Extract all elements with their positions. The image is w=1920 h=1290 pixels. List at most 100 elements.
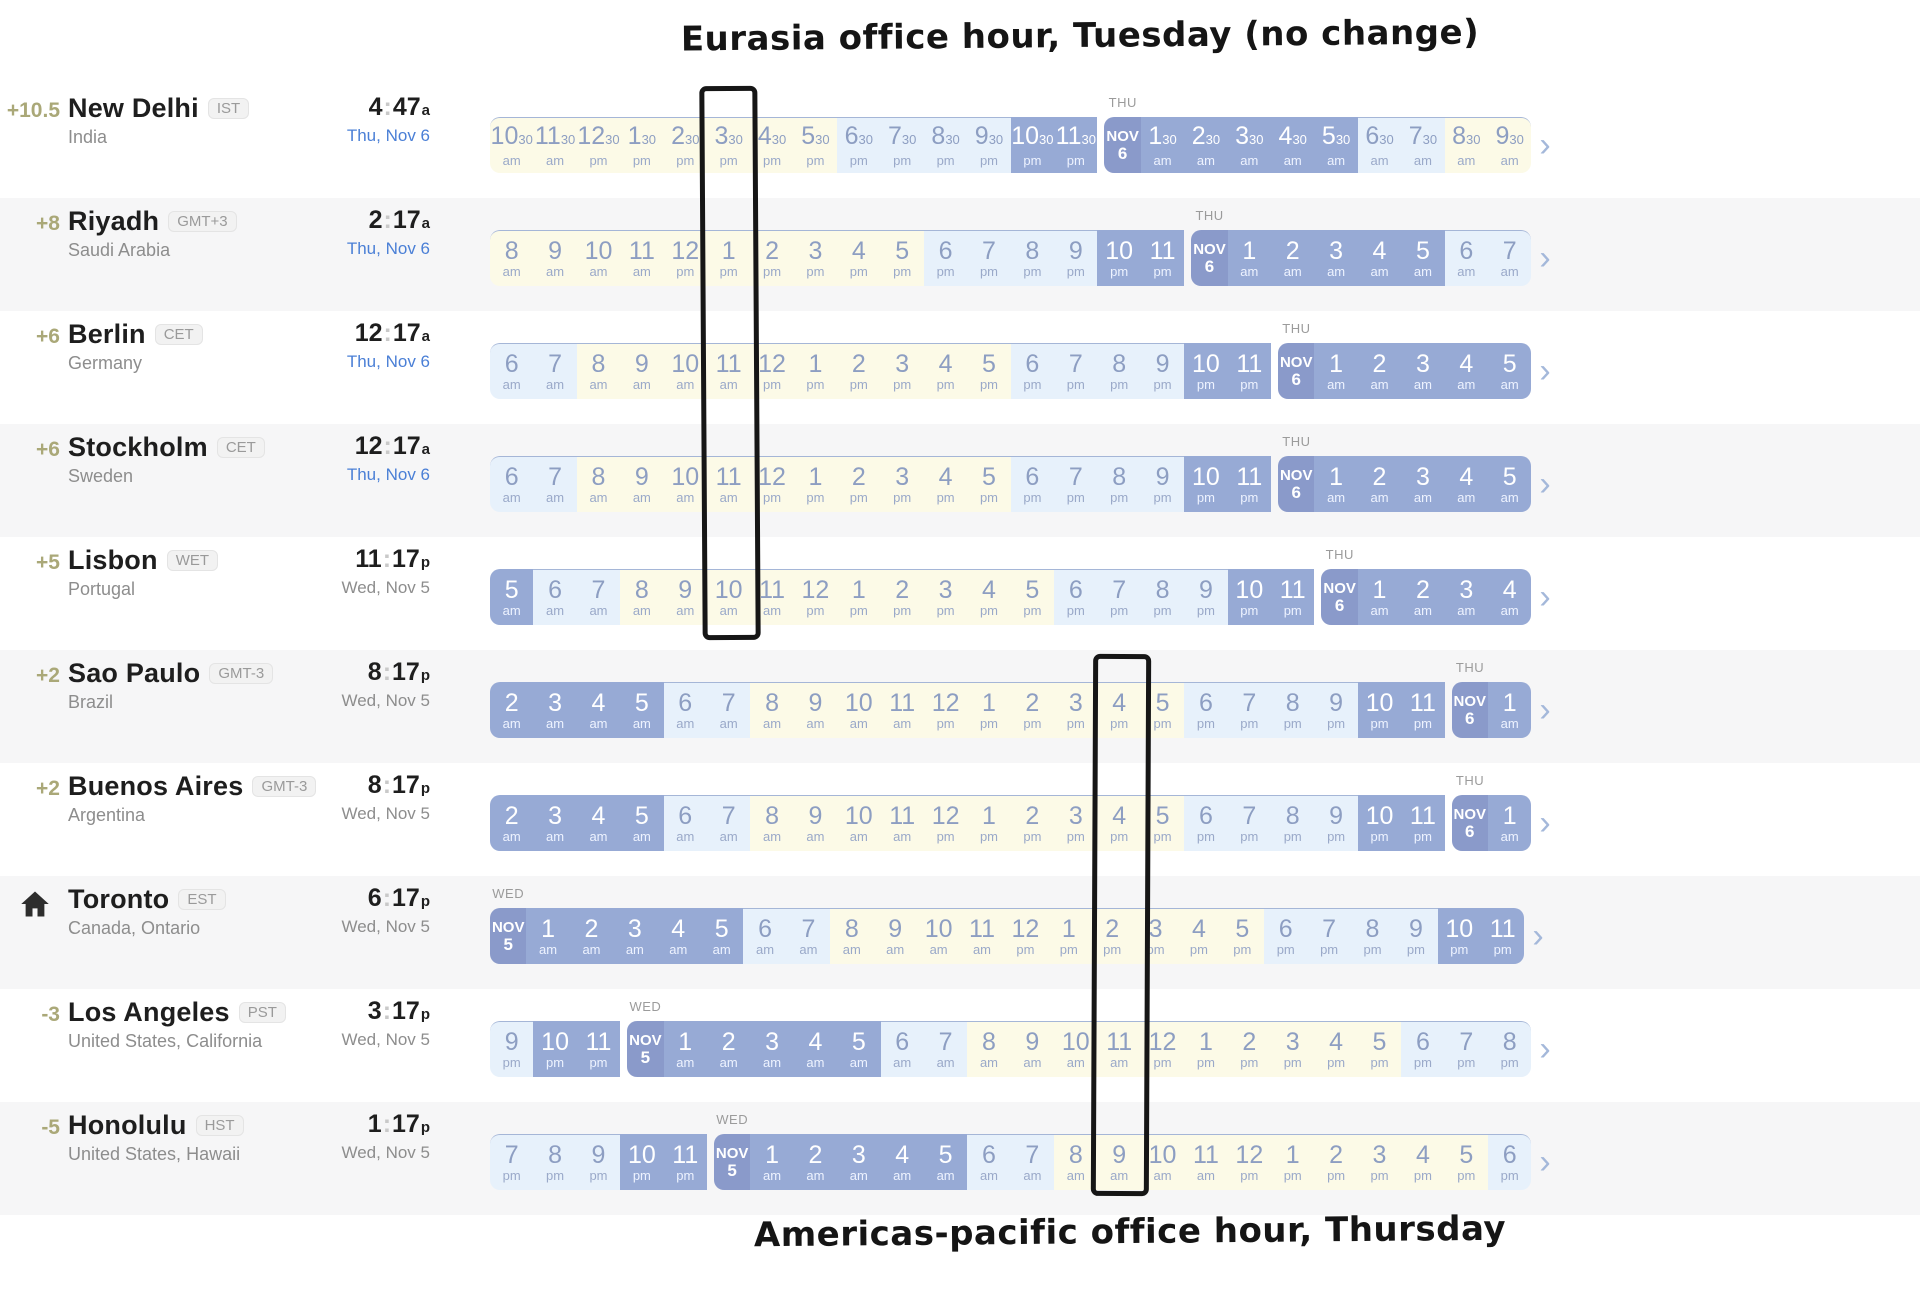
hour-cell[interactable]: 5 am [837, 1021, 881, 1077]
hour-cell[interactable]: 7 am [786, 908, 831, 964]
hour-cell[interactable]: 4 am [1487, 569, 1532, 625]
hour-cell[interactable]: 9 am [793, 795, 838, 851]
hour-cell[interactable]: 7 pm [1307, 908, 1351, 964]
hour-cell[interactable]: 12 pm [1003, 908, 1048, 964]
hour-cell[interactable]: 11 am [1184, 1134, 1228, 1190]
hour-cell[interactable]: 11 am [1097, 1021, 1141, 1077]
hour-cell[interactable]: 8 pm [1271, 682, 1315, 738]
hour-cell[interactable]: 8 pm [1097, 343, 1141, 399]
hour-cell[interactable]: 3 am [533, 682, 577, 738]
hour-cell[interactable]: 7 pm [1227, 682, 1272, 738]
hour-cell[interactable]: 11 am [750, 569, 794, 625]
hour-cell[interactable]: 2 am [1357, 456, 1402, 512]
hour-cell[interactable]: 8 am [576, 343, 621, 399]
hour-cell[interactable]: 4 am [793, 1021, 838, 1077]
hour-cell[interactable]: 3 am [1401, 343, 1445, 399]
hour-cell[interactable]: 1 pm [706, 230, 751, 286]
scroll-right-chevron-icon[interactable]: › [1539, 465, 1551, 503]
hour-cell[interactable]: 6 am [743, 908, 787, 964]
hour-cell[interactable]: 1130 am [533, 117, 577, 173]
scroll-right-chevron-icon[interactable]: › [1539, 239, 1551, 277]
hour-cell[interactable]: 2 am [569, 908, 614, 964]
hour-cell[interactable]: 1 am [1487, 682, 1532, 738]
date-cell[interactable]: NOV 6 [1451, 795, 1488, 851]
hour-cell[interactable]: 8 am [967, 1021, 1011, 1077]
hour-cell[interactable]: 11 am [706, 343, 751, 399]
hour-cell[interactable]: 4 am [1444, 456, 1488, 512]
hour-cell[interactable]: 9 pm [1140, 343, 1185, 399]
hour-cell[interactable]: 5 pm [1140, 682, 1185, 738]
hour-cell[interactable]: 4 am [576, 682, 621, 738]
hour-cell[interactable]: 10 pm [1357, 682, 1402, 738]
hour-cell[interactable]: 1130 pm [1054, 117, 1098, 173]
hour-cell[interactable]: 3 am [613, 908, 657, 964]
hour-cell[interactable]: 5 am [1487, 343, 1532, 399]
hour-cell[interactable]: 8 am [830, 908, 874, 964]
hour-cell[interactable]: 10 am [663, 456, 707, 512]
hour-cell[interactable]: 3 pm [880, 343, 924, 399]
hour-cell[interactable]: 2 pm [1227, 1021, 1272, 1077]
hour-cell[interactable]: 7 am [706, 795, 751, 851]
hour-cell[interactable]: 1030 am [490, 117, 534, 173]
hour-cell[interactable]: 1 pm [967, 795, 1011, 851]
hour-cell[interactable]: 2 pm [1010, 682, 1055, 738]
hour-cell[interactable]: 6 pm [1184, 795, 1228, 851]
hour-cell[interactable]: 8 am [750, 682, 794, 738]
hour-cell[interactable]: 10 am [663, 343, 707, 399]
hour-cell[interactable]: 11 pm [663, 1134, 707, 1190]
hour-cell[interactable]: 1 am [526, 908, 570, 964]
hour-cell[interactable]: 6 pm [1010, 456, 1055, 512]
hour-cell[interactable]: 2 am [706, 1021, 751, 1077]
scroll-right-chevron-icon[interactable]: › [1539, 691, 1551, 729]
hour-cell[interactable]: 7 pm [1054, 343, 1098, 399]
hour-cell[interactable]: 10 pm [1184, 456, 1228, 512]
hour-cell[interactable]: 7 pm [1444, 1021, 1488, 1077]
hour-cell[interactable]: 11 pm [1140, 230, 1185, 286]
hour-cell[interactable]: 10 pm [620, 1134, 664, 1190]
hour-cell[interactable]: 4 pm [923, 456, 968, 512]
date-cell[interactable]: NOV 5 [713, 1134, 751, 1190]
hour-cell[interactable]: 11 am [706, 456, 751, 512]
hour-cell[interactable]: 1 pm [793, 456, 838, 512]
hour-cell[interactable]: 3 pm [880, 456, 924, 512]
hour-cell[interactable]: 6 am [533, 569, 577, 625]
hour-cell[interactable]: 4 pm [1401, 1134, 1445, 1190]
hour-cell[interactable]: 2 pm [837, 343, 881, 399]
hour-cell[interactable]: 6 am [880, 1021, 924, 1077]
hour-cell[interactable]: 6 am [1444, 230, 1488, 286]
hour-cell[interactable]: 9 pm [1394, 908, 1438, 964]
hour-cell[interactable]: 6 am [967, 1134, 1011, 1190]
hour-cell[interactable]: 2 am [490, 795, 534, 851]
hour-cell[interactable]: 930 am [1487, 117, 1532, 173]
hour-cell[interactable]: 1 am [1314, 343, 1358, 399]
scroll-right-chevron-icon[interactable]: › [1539, 1143, 1551, 1181]
hour-cell[interactable]: 12 pm [750, 343, 794, 399]
hour-cell[interactable]: 4 pm [1097, 795, 1141, 851]
date-cell[interactable]: NOV 6 [1321, 569, 1358, 625]
hour-cell[interactable]: 8 am [1054, 1134, 1098, 1190]
hour-cell[interactable]: 5 pm [967, 456, 1011, 512]
hour-cell[interactable]: 7 am [533, 456, 577, 512]
hour-cell[interactable]: 130 am [1140, 117, 1185, 173]
hour-cell[interactable]: 11 pm [1401, 682, 1445, 738]
hour-cell[interactable]: 5 pm [967, 343, 1011, 399]
scroll-right-chevron-icon[interactable]: › [1539, 352, 1551, 390]
hour-cell[interactable]: 2 am [1401, 569, 1445, 625]
hour-cell[interactable]: 4 am [656, 908, 700, 964]
hour-cell[interactable]: 6 am [663, 795, 707, 851]
hour-cell[interactable]: 730 pm [880, 117, 924, 173]
hour-cell[interactable]: 330 am [1227, 117, 1272, 173]
hour-cell[interactable]: 3 pm [1357, 1134, 1402, 1190]
hour-cell[interactable]: 4 pm [1177, 908, 1221, 964]
hour-cell[interactable]: 930 pm [967, 117, 1011, 173]
hour-cell[interactable]: 3 pm [1271, 1021, 1315, 1077]
hour-cell[interactable]: 7 am [706, 682, 751, 738]
hour-cell[interactable]: 630 am [1357, 117, 1402, 173]
hour-cell[interactable]: 9 am [533, 230, 577, 286]
hour-cell[interactable]: 9 pm [1140, 456, 1185, 512]
scroll-right-chevron-icon[interactable]: › [1539, 578, 1551, 616]
date-cell[interactable]: NOV 6 [1191, 230, 1228, 286]
hour-cell[interactable]: 2 am [490, 682, 534, 738]
hour-cell[interactable]: 6 pm [923, 230, 968, 286]
hour-cell[interactable]: 9 am [873, 908, 917, 964]
